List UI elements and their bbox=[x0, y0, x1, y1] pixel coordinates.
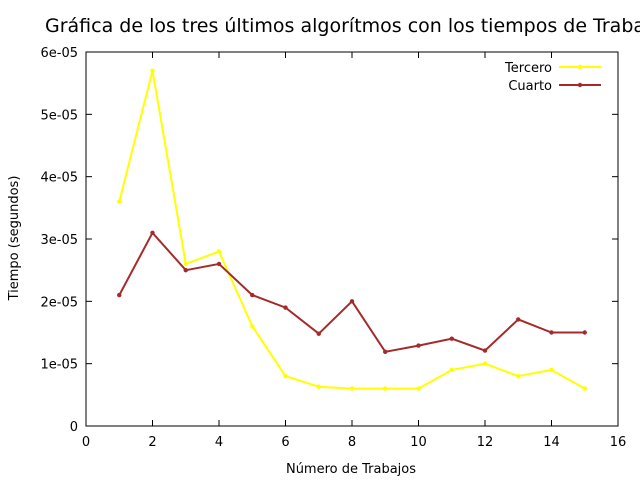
x-tick-label: 6 bbox=[281, 435, 289, 450]
data-point-cuarto bbox=[150, 230, 155, 235]
y-tick-label: 0 bbox=[70, 420, 78, 435]
data-point-cuarto bbox=[216, 261, 222, 267]
data-point-cuarto bbox=[183, 267, 188, 273]
y-tick-label: 6e-05 bbox=[40, 46, 78, 61]
data-point-cuarto bbox=[449, 336, 454, 341]
x-tick-label: 14 bbox=[543, 435, 560, 450]
data-point-tercero bbox=[283, 373, 288, 379]
x-tick-label: 2 bbox=[148, 435, 156, 450]
x-tick-label: 8 bbox=[348, 435, 356, 450]
y-tick-label: 2e-05 bbox=[40, 295, 78, 310]
x-axis-label: Número de Trabajos bbox=[286, 462, 416, 477]
y-tick-label: 3e-05 bbox=[40, 233, 78, 248]
series-tercero bbox=[117, 68, 587, 391]
legend-marker-cuarto bbox=[577, 82, 583, 88]
legend: Tercero Cuarto bbox=[504, 61, 601, 94]
x-tick-label: 10 bbox=[410, 435, 427, 450]
series-layer bbox=[117, 68, 587, 391]
data-point-tercero bbox=[582, 386, 587, 391]
data-point-tercero bbox=[416, 386, 421, 391]
y-tick-label: 4e-05 bbox=[40, 171, 78, 186]
y-axis-label: Tiempo (segundos) bbox=[7, 176, 22, 302]
x-tick-label: 0 bbox=[82, 435, 90, 450]
data-point-tercero bbox=[250, 324, 255, 329]
series-line-tercero bbox=[118, 70, 586, 390]
data-point-tercero bbox=[316, 384, 321, 389]
axes: 0 2 4 6 8 10 12 14 16 0 1e-05 2e-05 3e-05 4e-05 5e-05 6… bbox=[40, 46, 626, 450]
data-point-tercero bbox=[449, 367, 454, 373]
data-point-cuarto bbox=[250, 292, 255, 298]
data-point-tercero bbox=[183, 261, 188, 267]
data-point-tercero bbox=[383, 386, 388, 391]
legend-label-cuarto: Cuarto bbox=[508, 79, 552, 94]
data-point-tercero bbox=[549, 367, 554, 373]
x-tick-label: 4 bbox=[215, 435, 223, 450]
data-point-cuarto bbox=[516, 317, 521, 322]
data-point-tercero bbox=[216, 249, 222, 254]
data-point-cuarto bbox=[582, 330, 587, 335]
data-point-cuarto bbox=[549, 330, 554, 335]
chart-title: Gráfica de los tres últimos algorítmos c… bbox=[45, 15, 640, 37]
data-point-tercero bbox=[150, 68, 155, 73]
plot-frame bbox=[85, 51, 619, 427]
series-line-cuarto bbox=[118, 231, 585, 353]
data-point-cuarto bbox=[349, 299, 355, 304]
data-point-tercero bbox=[117, 199, 122, 204]
data-point-cuarto bbox=[482, 348, 488, 353]
data-point-cuarto bbox=[117, 292, 122, 298]
series-cuarto bbox=[117, 230, 587, 355]
data-point-cuarto bbox=[416, 343, 421, 348]
data-point-tercero bbox=[349, 386, 355, 391]
y-tick-label: 1e-05 bbox=[40, 358, 78, 373]
data-point-tercero bbox=[482, 361, 488, 366]
y-tick-label: 5e-05 bbox=[40, 108, 78, 123]
data-point-cuarto bbox=[283, 305, 288, 310]
legend-label-tercero: Tercero bbox=[504, 61, 552, 76]
x-tick-label: 12 bbox=[477, 435, 494, 450]
x-tick-label: 16 bbox=[610, 435, 627, 450]
data-point-cuarto bbox=[316, 331, 321, 336]
legend-marker-tercero bbox=[577, 64, 583, 70]
data-point-tercero bbox=[516, 373, 521, 379]
data-point-cuarto bbox=[383, 349, 388, 355]
